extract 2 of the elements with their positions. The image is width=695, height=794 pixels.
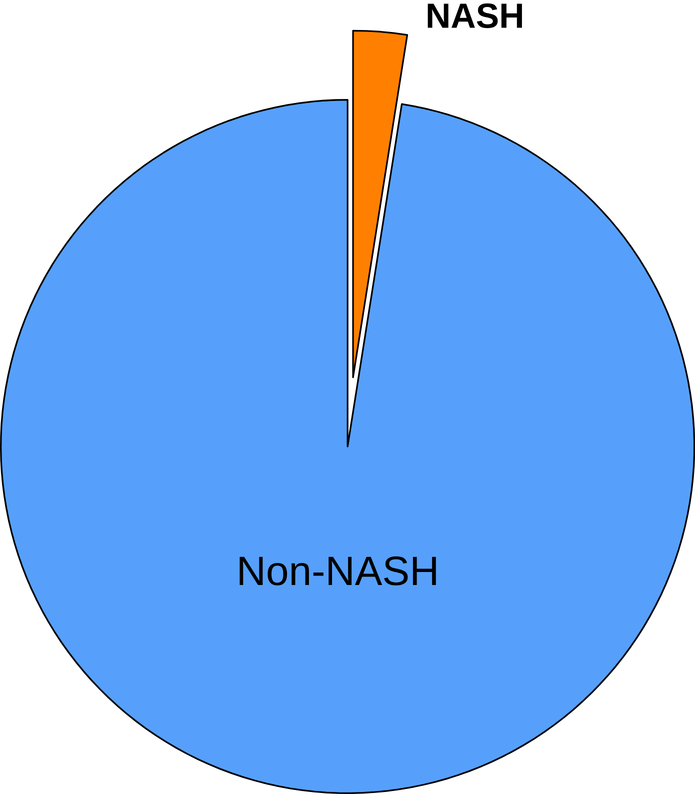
slice-label: Non-NASH: [240, 556, 436, 586]
slice-label: NASH: [428, 3, 522, 28]
